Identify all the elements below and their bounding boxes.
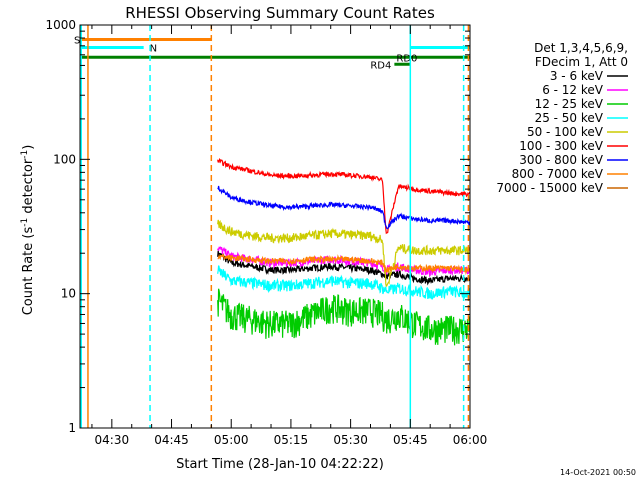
series-line-8 [217,253,470,276]
x-tick-label: 04:30 [95,433,130,447]
legend-label: 25 - 50 keV [535,111,604,125]
legend-label: 3 - 6 keV [550,69,604,83]
x-axis-label: Start Time (28-Jan-10 04:22:22) [176,457,384,472]
legend-label: 100 - 300 keV [519,139,603,153]
y-tick-label: 1 [68,421,76,435]
series-line-3 [217,288,470,346]
legend-label: 800 - 7000 keV [512,167,604,181]
series-line-5 [217,219,470,287]
y-axis-label: Count Rate (s-1 detector-1) [20,145,36,316]
status-bar-label: S [74,35,80,46]
status-bar-label: RD0 [396,53,417,64]
x-tick-label: 05:30 [333,433,368,447]
plot-frame [79,24,471,429]
legend-label: 300 - 800 keV [519,153,603,167]
x-tick-label: 05:15 [274,433,309,447]
top-bar-layer: S N RD0 RD4 [74,35,470,71]
x-tick-label: 05:00 [214,433,249,447]
legend-label: 7000 - 15000 keV [496,181,603,195]
legend: Det 1,3,4,5,6,9, FDecim 1, Att 0 3 - 6 k… [496,41,628,195]
legend-label: 50 - 100 keV [527,125,604,139]
data-layer [217,157,470,346]
legend-header-1: Det 1,3,4,5,6,9, [534,41,628,55]
x-tick-label: 05:45 [393,433,428,447]
series-line-6 [217,157,470,235]
vline-layer [80,25,470,428]
status-bar-label: N [150,43,157,54]
y-tick-label: 100 [53,152,76,166]
footer-timestamp: 14-Oct-2021 00:50 [560,468,636,477]
legend-header-2: FDecim 1, Att 0 [535,55,628,69]
x-ticks: 04:30 04:45 05:00 05:15 05:30 05:45 06:00 [91,25,488,447]
y-tick-label: 10 [61,287,76,301]
legend-label: 12 - 25 keV [535,97,604,111]
y-tick-label: 1000 [45,18,76,32]
legend-label: 6 - 12 keV [542,83,604,97]
x-tick-label: 04:45 [154,433,189,447]
y-ticks: 1 10 100 1000 [45,18,470,435]
x-tick-label: 06:00 [453,433,488,447]
status-bar-label: RD4 [370,60,391,71]
series-line-4 [217,265,470,300]
series-line-7 [217,185,470,230]
chart-title: RHESSI Observing Summary Count Rates [125,4,435,22]
